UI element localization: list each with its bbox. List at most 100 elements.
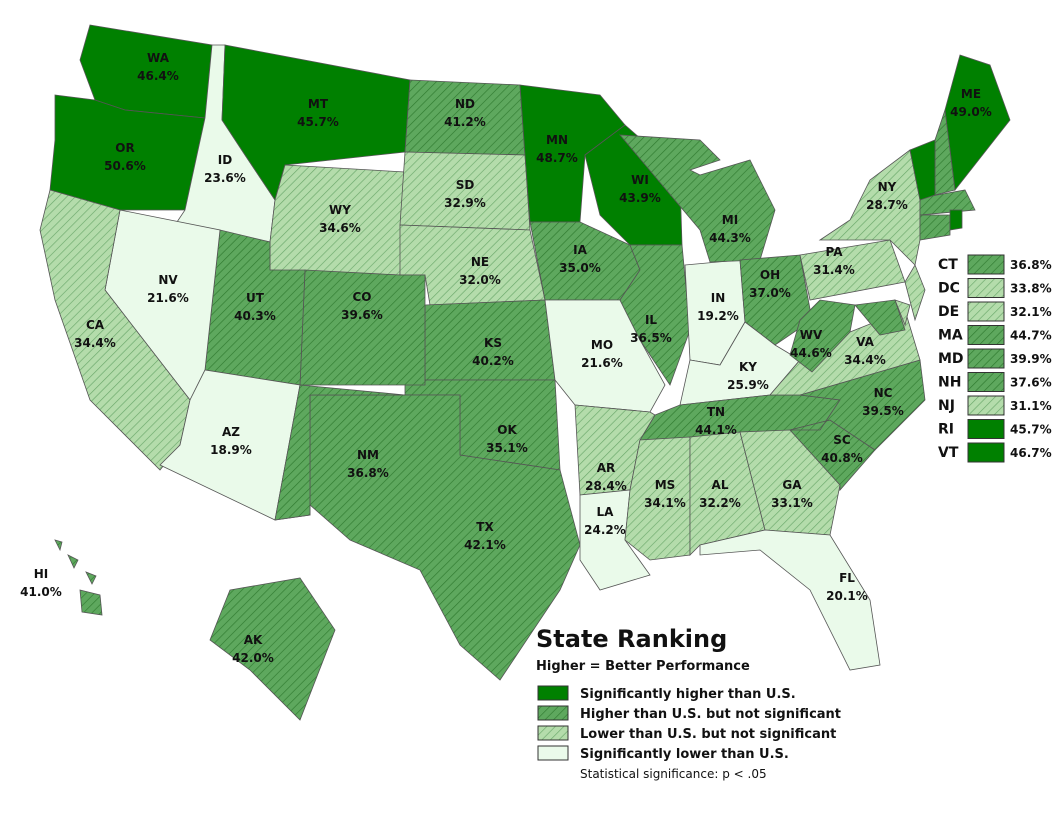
side-swatch	[967, 278, 1005, 298]
state-shape	[739, 254, 813, 346]
state-abbr: OR	[115, 141, 134, 155]
state-abbr: HI	[34, 567, 49, 581]
state-value: 36.8%	[347, 466, 389, 480]
legend-label: Lower than U.S. but not significant	[580, 727, 836, 742]
side-abbr: DE	[938, 304, 959, 320]
state-abbr: AL	[712, 478, 729, 492]
state-abbr: LA	[597, 505, 615, 519]
state-value: 34.1%	[644, 496, 686, 510]
side-swatch	[967, 442, 1005, 463]
side-swatch	[967, 419, 1005, 439]
state-abbr: WY	[329, 203, 351, 217]
side-swatch	[967, 325, 1005, 345]
state-shape	[944, 54, 1011, 192]
state-abbr: CA	[86, 318, 105, 332]
state-abbr: KY	[739, 360, 757, 374]
state-shape	[619, 244, 691, 386]
state-value: 42.1%	[464, 538, 506, 552]
state-abbr: AZ	[222, 425, 240, 439]
island-shape	[85, 571, 97, 585]
state-abbr: MI	[722, 213, 738, 227]
state-value: 28.4%	[585, 479, 627, 493]
state-value: 40.2%	[472, 354, 514, 368]
state-value: 39.5%	[862, 404, 904, 418]
state-abbr: MS	[655, 478, 676, 492]
state-value: 40.8%	[821, 451, 863, 465]
side-abbr: NJ	[938, 398, 955, 414]
state-value: 35.0%	[559, 261, 601, 275]
side-abbr: RI	[938, 422, 954, 438]
state-value: 48.7%	[536, 151, 578, 165]
state-value: 34.4%	[844, 353, 886, 367]
state-abbr: WV	[800, 328, 823, 342]
side-abbr: DC	[938, 281, 960, 297]
state-abbr: ID	[218, 153, 232, 167]
state-value: 28.7%	[866, 198, 908, 212]
side-abbr: CT	[938, 257, 958, 273]
legend-swatch	[537, 725, 569, 741]
state-shape	[209, 577, 336, 721]
state-abbr: CO	[352, 290, 371, 304]
state-abbr: ND	[455, 97, 475, 111]
state-abbr: WI	[631, 173, 649, 187]
state-shape	[789, 359, 926, 451]
state-abbr: GA	[782, 478, 802, 492]
state-abbr: MO	[591, 338, 613, 352]
state-abbr: NC	[874, 386, 893, 400]
state-shape	[699, 529, 881, 671]
state-shape	[274, 384, 406, 521]
state-value: 45.7%	[297, 115, 339, 129]
state-shape	[909, 139, 936, 201]
side-value: 44.7%	[1010, 329, 1052, 343]
state-abbr: FL	[839, 571, 855, 585]
state-value: 34.6%	[319, 221, 361, 235]
state-abbr: MT	[308, 97, 329, 111]
state-abbr: WA	[147, 51, 170, 65]
state-value: 49.0%	[950, 105, 992, 119]
side-value: 36.8%	[1010, 258, 1052, 272]
state-abbr: SD	[456, 178, 475, 192]
legend-label: Significantly higher than U.S.	[580, 687, 796, 702]
state-value: 21.6%	[147, 291, 189, 305]
state-shape	[894, 299, 911, 327]
side-value: 31.1%	[1010, 399, 1052, 413]
state-abbr: NE	[471, 255, 489, 269]
side-abbr: VT	[938, 445, 959, 461]
state-abbr: IA	[573, 243, 587, 257]
state-abbr: VA	[856, 335, 874, 349]
state-shape	[919, 189, 976, 216]
state-shape	[854, 299, 906, 336]
legend: Significantly higher than U.S. Higher tha…	[537, 685, 841, 762]
side-abbr: NH	[938, 375, 961, 391]
state-abbr: TN	[707, 405, 725, 419]
state-value: 44.3%	[709, 231, 751, 245]
state-value: 23.6%	[204, 171, 246, 185]
state-value: 32.0%	[459, 273, 501, 287]
side-value: 37.6%	[1010, 376, 1052, 390]
side-swatch	[967, 395, 1005, 416]
state-abbr: NV	[158, 273, 178, 287]
side-value: 45.7%	[1010, 423, 1052, 437]
side-swatch	[967, 372, 1005, 392]
side-abbr: MD	[938, 351, 964, 367]
side-swatch	[967, 348, 1005, 369]
state-abbr: IL	[645, 313, 657, 327]
state-value: 50.6%	[104, 159, 146, 173]
island-shape	[67, 554, 79, 569]
state-abbr: OH	[760, 268, 780, 282]
side-value: 46.7%	[1010, 446, 1052, 460]
state-value: 18.9%	[210, 443, 252, 457]
state-shape	[919, 214, 951, 241]
state-value: 24.2%	[584, 523, 626, 537]
legend-subtitle: Higher = Better Performance	[536, 659, 750, 674]
state-value: 36.5%	[630, 331, 672, 345]
state-value: 19.2%	[697, 309, 739, 323]
state-value: 42.0%	[232, 651, 274, 665]
state-abbr: ME	[961, 87, 981, 101]
small-state-legend: CT 36.8% DC 33.8% DE 32.1% MA 44.7% MD 39.9% NH 37.…	[938, 254, 1052, 463]
island-shape	[54, 539, 63, 552]
side-swatch	[967, 301, 1005, 322]
state-abbr: NY	[878, 180, 897, 194]
state-shape	[299, 269, 426, 386]
